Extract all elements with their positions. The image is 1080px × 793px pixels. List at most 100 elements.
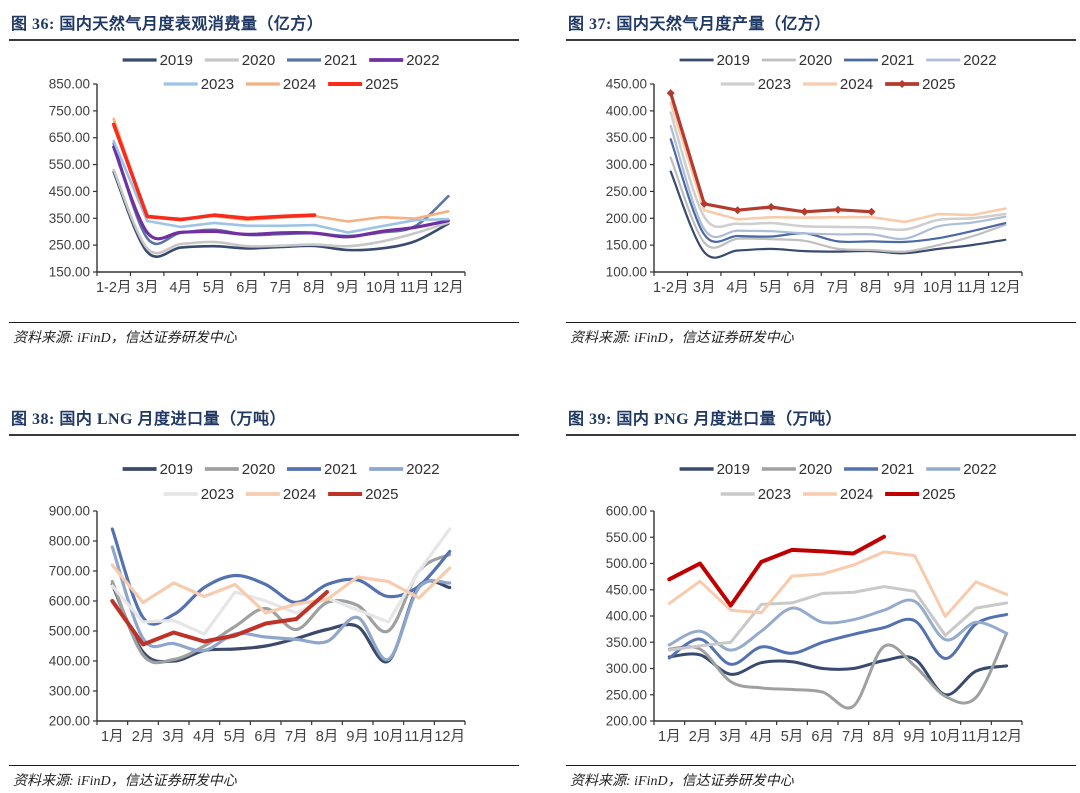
y-axis-label: 600.00 [49,594,90,609]
y-axis-label: 450.00 [606,77,647,92]
y-axis-label: 200.00 [49,714,90,729]
legend-label: 2024 [283,486,316,503]
series-line-2023 [669,111,1007,232]
x-axis-label: 10月 [366,280,397,296]
legend-item-2022: 2022 [369,52,440,69]
x-axis-label: 12月 [434,729,465,745]
x-axis-label: 1-2月 [96,280,131,296]
y-axis-label: 400.00 [49,654,90,669]
x-axis-label: 8月 [316,729,339,745]
y-axis-label: 650.00 [49,130,90,145]
y-axis-label: 400.00 [606,609,647,624]
diamond-marker [867,207,876,216]
y-axis-label: 300.00 [49,684,90,699]
figure-39-chart: 200.00 250.00 300.00 350.00 400.00 450.00 500.… [606,461,1023,745]
series-line-2022 [667,598,1009,652]
series-line-2021 [669,138,1007,244]
x-axis-label: 11月 [400,280,430,296]
series-line-2024 [669,101,1007,224]
legend-item-2020: 2020 [761,52,832,69]
legend-label: 2019 [160,52,193,69]
y-axis-label: 400.00 [606,103,647,118]
series-line-2019 [667,652,1009,697]
x-axis-label: 6月 [254,729,277,745]
legend-label: 2024 [840,76,873,93]
y-axis-label: 200.00 [606,714,647,729]
legend-label: 2023 [201,76,234,93]
x-axis-label: 7月 [270,280,293,296]
legend-label: 2020 [242,52,275,69]
legend-item-2020: 2020 [204,52,275,69]
y-axis-label: 800.00 [49,534,90,549]
diamond-marker [666,89,675,98]
x-axis-label: 11月 [957,280,987,296]
legend-label: 2022 [963,52,996,69]
series-line-2019 [669,170,1007,259]
figure-39-block: 图 39: 国内 PNG 月度进口量（万吨） 200.00 250.00 300.0… [566,403,1076,790]
legend-item-2021: 2021 [844,52,914,69]
legend-item-2024: 2024 [802,486,873,503]
legend-label: 2025 [922,76,955,93]
diamond-marker [733,206,742,215]
legend-label: 2022 [406,52,439,69]
x-axis-label: 2月 [132,729,155,745]
x-axis-label: 7月 [285,729,308,745]
legend-label: 2021 [881,52,914,69]
figure-38-title: 图 38: 国内 LNG 月度进口量（万吨） [9,403,519,436]
x-axis-label: 3月 [719,729,742,745]
legend-item-2024: 2024 [245,486,316,503]
x-axis-label: 4月 [750,729,773,745]
figure-36-source: 资料来源: iFinD，信达证券研发中心 [13,331,237,346]
legend-item-2021: 2021 [844,461,914,478]
y-axis-label: 250.00 [606,184,647,199]
legend-item-2024: 2024 [802,76,873,93]
series-line-2019 [112,170,450,258]
x-axis-label: 5月 [760,280,783,296]
y-axis-label: 300.00 [606,661,647,676]
legend-item-2019: 2019 [122,52,193,69]
figure-38-chart: 200.00 300.00 400.00 500.00 600.00 700.00 800.… [49,461,466,745]
x-axis-label: 7月 [827,280,850,296]
series-line-2023 [112,139,450,234]
diamond-marker [700,199,709,208]
x-axis-label: 1月 [658,729,681,745]
x-axis-label: 9月 [903,729,926,745]
x-axis-label: 4月 [726,280,749,296]
legend-item-2023: 2023 [720,76,791,93]
y-axis-label: 550.00 [606,530,647,545]
legend-label: 2019 [717,461,750,478]
y-axis-label: 450.00 [606,582,647,597]
diamond-marker [898,80,907,88]
series-line-2020 [669,156,1007,253]
y-axis-label: 350.00 [606,635,647,650]
legend-item-2023: 2023 [163,486,234,503]
figure-36-block: 图 36: 国内天然气月度表观消费量（亿方） 150.00 250.00 350.0… [9,8,519,347]
y-axis-label: 600.00 [606,504,647,519]
x-axis-label: 9月 [346,729,369,745]
series-line-2025 [667,534,886,608]
y-axis-label: 250.00 [49,238,90,253]
y-axis-label: 350.00 [606,130,647,145]
y-axis-label: 300.00 [606,157,647,172]
x-axis-label: 8月 [860,280,883,296]
legend-label: 2023 [758,486,791,503]
legend-item-2024: 2024 [245,76,316,93]
legend-label: 2023 [201,486,234,503]
x-axis-label: 1-2月 [653,280,688,296]
series-line-2020 [667,631,1009,710]
y-axis-label: 700.00 [49,564,90,579]
figure-37-chart: 100.00 150.00 200.00 250.00 300.00 350.00 400.… [606,52,1023,296]
legend-label: 2019 [717,52,750,69]
y-axis-label: 200.00 [606,211,647,226]
figure-36-divider [9,322,519,323]
x-axis-label: 8月 [303,280,326,296]
legend-label: 2025 [365,486,398,503]
legend-item-2023: 2023 [720,486,791,503]
x-axis-label: 9月 [337,280,360,296]
y-axis-label: 100.00 [606,265,647,280]
x-axis-label: 12月 [990,280,1021,296]
y-axis-label: 500.00 [49,624,90,639]
y-axis-label: 750.00 [49,103,90,118]
legend-item-2020: 2020 [761,461,832,478]
x-axis-label: 4月 [169,280,192,296]
